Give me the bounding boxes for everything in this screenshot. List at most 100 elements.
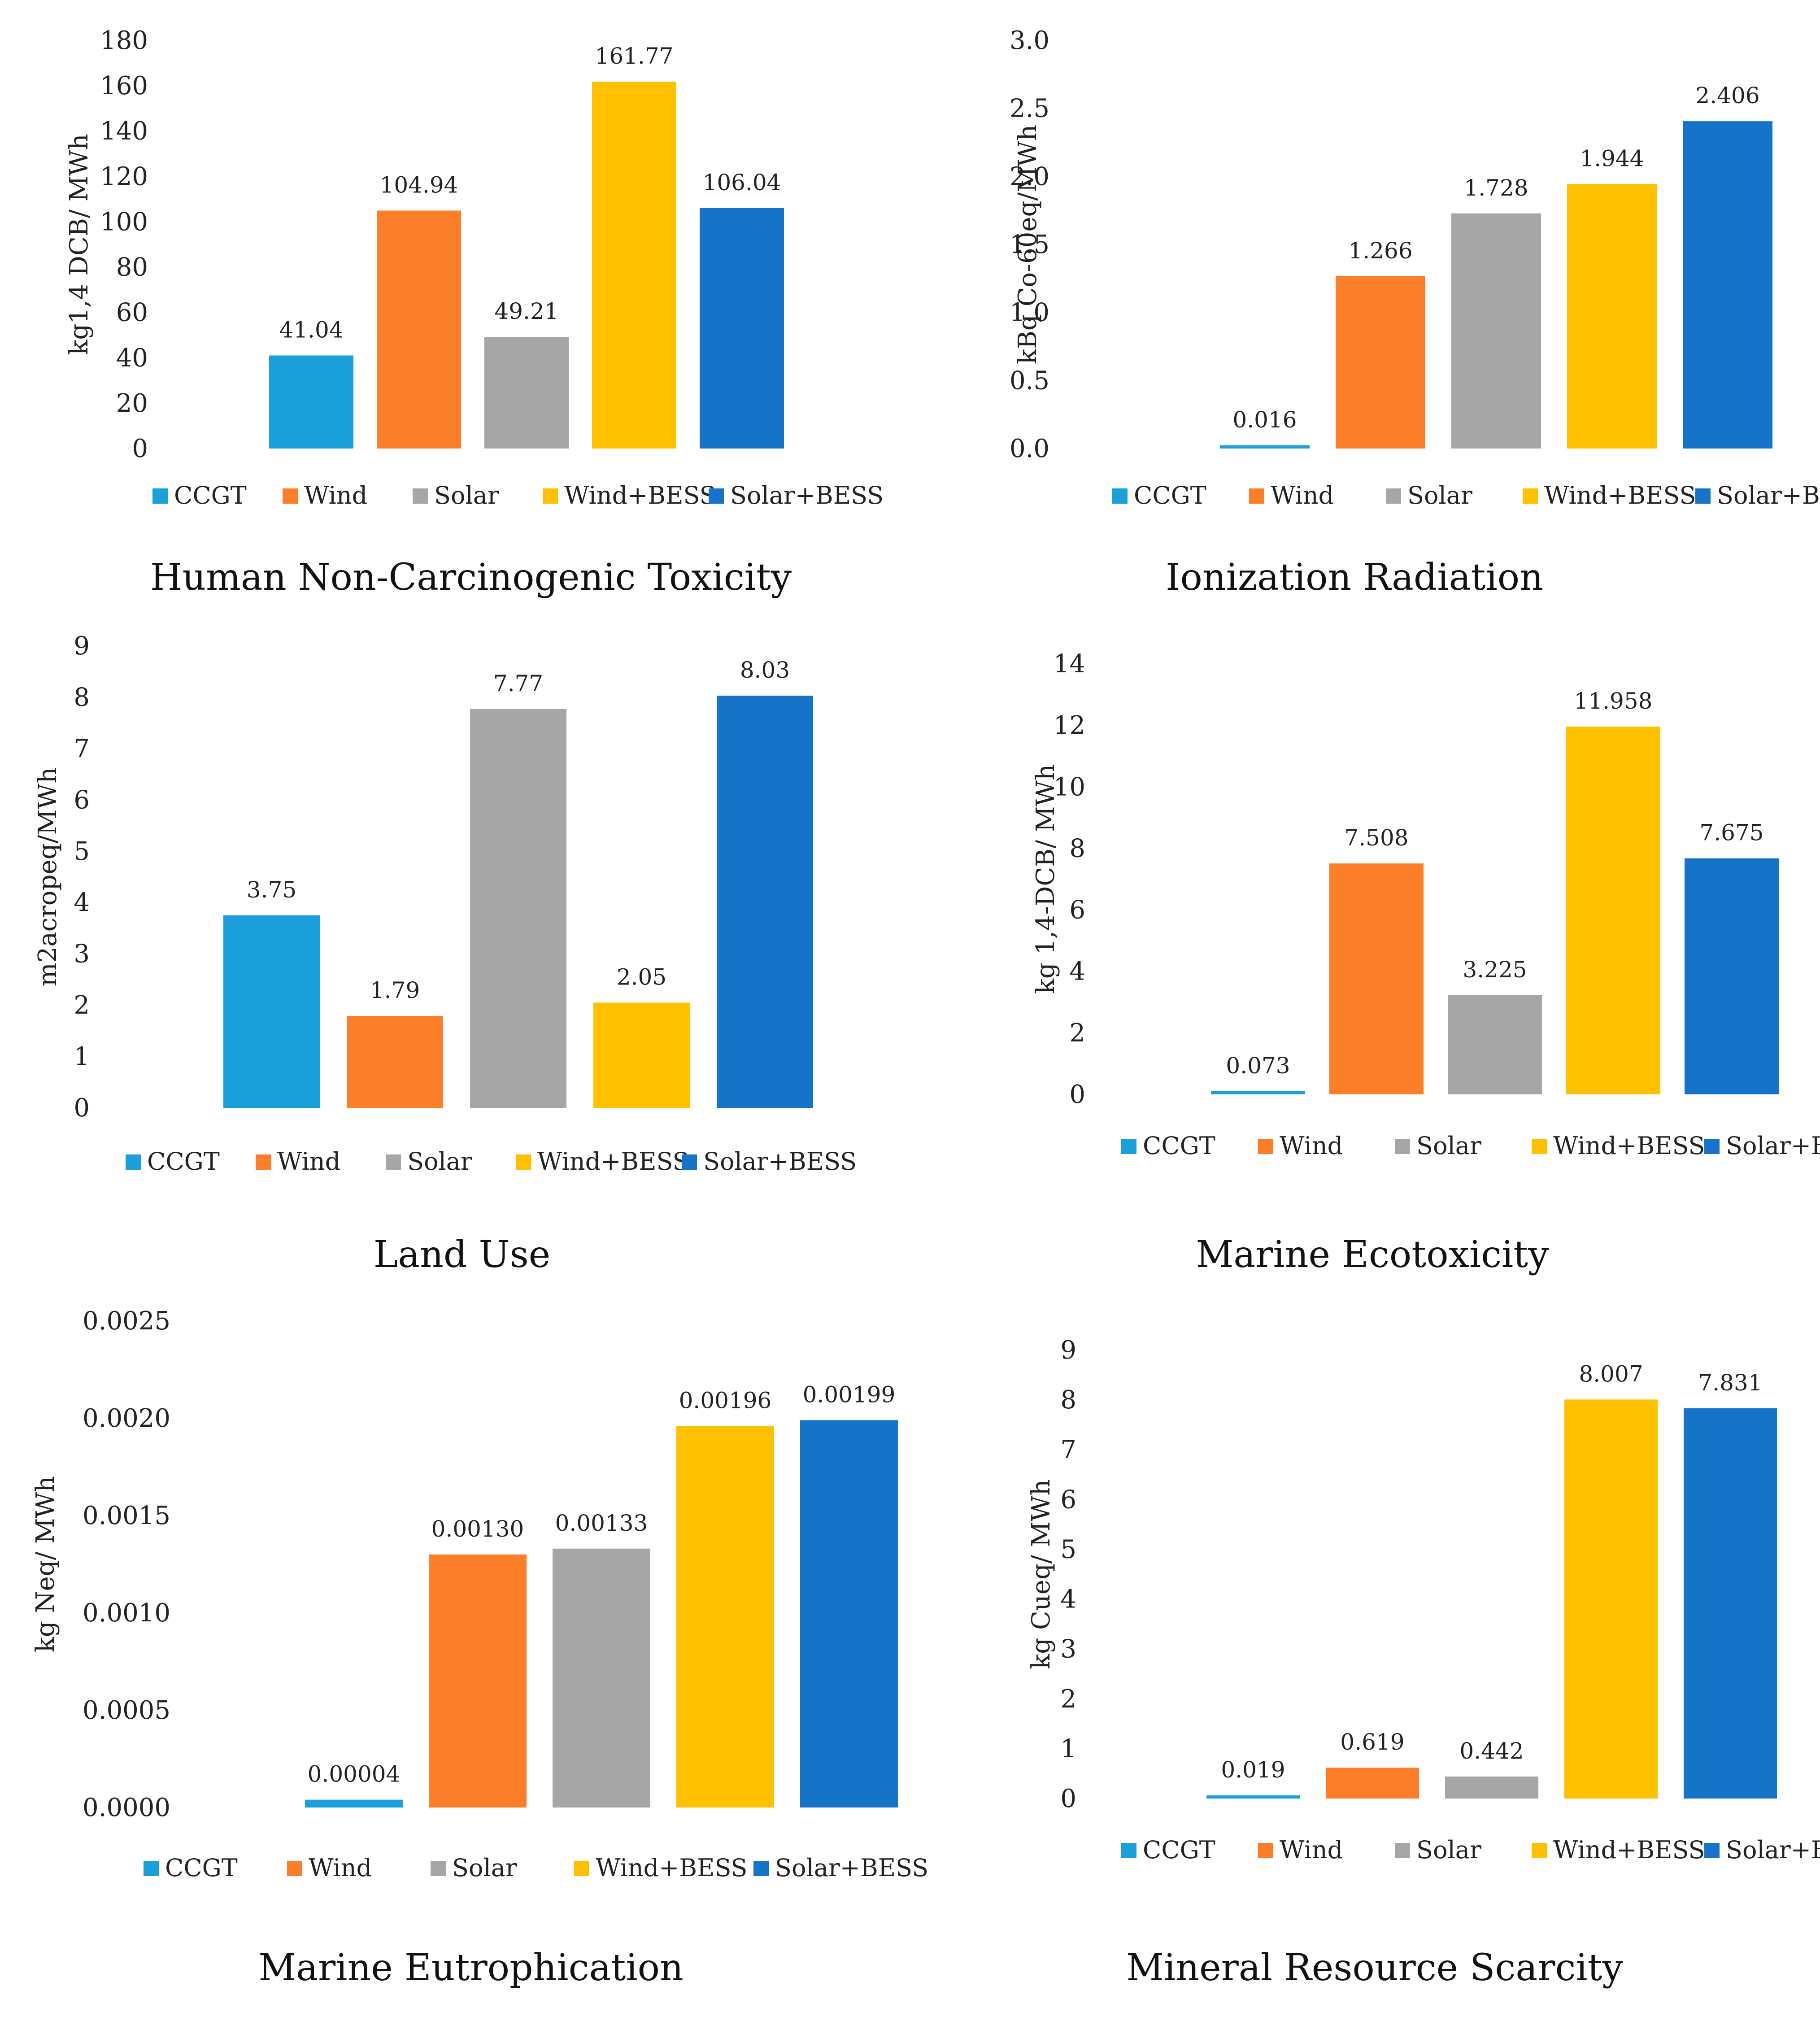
bar-wind [347, 1016, 443, 1108]
chart-svg: 0 20 40 60 80 100 120 140 160 180 kg1,4 DCB/ MWh 41… [65, 26, 884, 510]
legend-label-solar-bess: Solar+BESS [730, 481, 884, 510]
y-tick-label: 4 [74, 888, 90, 917]
legend-label-wind-bess: Wind+BESS [564, 481, 716, 510]
data-label-wind-bess: 11.958 [1574, 688, 1653, 714]
legend-label-wind-bess: Wind+BESS [1553, 1836, 1705, 1864]
y-tick-label: 9 [74, 632, 90, 661]
legend-label-ccgt: CCGT [1143, 1836, 1215, 1864]
y-tick-label: 2 [74, 991, 90, 1020]
legend-label-wind-bess: Wind+BESS [537, 1147, 689, 1176]
bar-wind [1326, 1768, 1419, 1799]
legend: CCGT Wind Solar Wind+BESS Solar+BESS [152, 481, 884, 510]
legend-label-wind: Wind [304, 481, 367, 510]
y-tick-label: 0.0015 [83, 1501, 170, 1530]
legend-label-wind-bess: Wind+BESS [596, 1854, 748, 1882]
bar-solar [1451, 213, 1541, 449]
legend-swatch-solar [431, 1861, 446, 1876]
chart-marine-eutrophication: 0.0000 0.0005 0.0010 0.0015 0.0020 0.0025 kg N… [13, 1301, 928, 2000]
legend-label-solar: Solar [407, 1147, 472, 1176]
legend-label-solar: Solar [1416, 1836, 1481, 1864]
bar-wind [377, 210, 461, 449]
data-label-wind: 0.619 [1340, 1729, 1404, 1755]
chart-mineral-resource-scarcity: 0 1 2 3 4 5 6 7 8 9 kg Cueq/ MWh 0.019 0.619 0.442 8.0… [937, 1332, 1820, 2000]
legend-swatch-solar-bess [753, 1861, 769, 1876]
legend-label-wind-bess: Wind+BESS [1544, 481, 1696, 510]
y-tick-label: 2.5 [1010, 94, 1049, 123]
bar-solar-bess [700, 208, 784, 449]
chart-title: Mineral Resource Scarcity [1126, 1947, 1623, 1989]
y-tick-label: 7 [74, 734, 90, 763]
legend-swatch-wind-bess [1532, 1139, 1547, 1154]
legend-swatch-solar-bess [1704, 1139, 1720, 1154]
data-label-ccgt: 0.073 [1226, 1053, 1290, 1079]
y-tick-label: 9 [1060, 1336, 1076, 1365]
legend-swatch-wind [1258, 1139, 1273, 1154]
data-label-wind: 0.00130 [431, 1516, 524, 1542]
bar-solar [470, 709, 566, 1108]
legend: CCGT Wind Solar Wind+BESS Solar+BESS [1121, 1836, 1820, 1864]
data-label-solar-bess: 106.04 [703, 170, 781, 196]
bar-solar-bess [1685, 858, 1779, 1094]
y-tick-label: 6 [1069, 896, 1085, 925]
y-tick-label: 0 [1069, 1080, 1085, 1109]
bar-solar [1448, 995, 1542, 1094]
y-tick-label: 8 [1060, 1385, 1076, 1415]
chart-svg: 0.0 0.5 1.0 1.5 2.0 2.5 3.0 kBq Co-60eq/MWh 0.01… [1010, 26, 1820, 510]
y-tick-label: 8 [74, 683, 90, 712]
legend-swatch-solar-bess [682, 1154, 697, 1170]
data-label-solar-bess: 7.675 [1699, 820, 1763, 846]
legend-label-wind: Wind [1280, 1132, 1343, 1160]
chart-marine-ecotoxicity: 0 2 4 6 8 10 12 14 kg 1,4-DCB/ MWh 0.073 7.508 3.22… [933, 646, 1820, 1283]
data-label-solar-bess: 8.03 [740, 657, 790, 683]
bar-ccgt [223, 915, 320, 1108]
bar-wind-bess [1566, 727, 1660, 1094]
bar-solar [1445, 1776, 1538, 1799]
legend: CCGT Wind Solar Wind+BESS Solar+BESS [126, 1147, 857, 1176]
legend-swatch-solar-bess [1695, 488, 1711, 504]
legend-swatch-wind [256, 1154, 271, 1170]
legend-label-wind-bess: Wind+BESS [1553, 1132, 1705, 1160]
bar-ccgt [305, 1799, 403, 1808]
data-label-solar: 1.728 [1464, 175, 1528, 201]
data-label-wind: 1.266 [1348, 238, 1412, 264]
y-tick-label: 0.0005 [83, 1696, 170, 1725]
bar-ccgt [1220, 445, 1310, 449]
data-label-solar: 7.77 [493, 671, 543, 697]
y-axis-label: kBq Co-60eq/MWh [1013, 125, 1042, 364]
y-tick-label: 0.0 [1010, 434, 1049, 463]
y-axis-label: m2acropeq/MWh [33, 767, 62, 987]
y-axis-label: kg1,4 DCB/ MWh [65, 134, 94, 355]
y-tick-label: 160 [100, 71, 148, 100]
legend-swatch-wind [1249, 488, 1264, 504]
legend-label-solar-bess: Solar+BESS [1726, 1132, 1820, 1160]
y-axis-label: kg 1,4-DCB/ MWh [1031, 764, 1060, 994]
y-axis-label: kg Cueq/ MWh [1027, 1479, 1056, 1669]
bar-wind [429, 1554, 527, 1808]
y-tick-label: 6 [1060, 1485, 1076, 1514]
legend-label-ccgt: CCGT [165, 1854, 238, 1882]
legend-swatch-solar [1395, 1139, 1410, 1154]
legend-swatch-wind-bess [1532, 1843, 1547, 1858]
legend-swatch-ccgt [1112, 488, 1128, 504]
data-label-ccgt: 0.019 [1221, 1757, 1285, 1783]
y-tick-label: 2.0 [1010, 162, 1049, 191]
legend-label-solar: Solar [434, 481, 499, 510]
legend-swatch-wind [1258, 1843, 1273, 1858]
y-tick-label: 4 [1069, 957, 1085, 986]
y-tick-label: 120 [100, 162, 148, 191]
legend-label-wind: Wind [1271, 481, 1334, 510]
data-label-wind-bess: 161.77 [595, 43, 674, 69]
chart-title: Marine Eutrophication [258, 1947, 684, 1989]
bar-solar-bess [717, 696, 813, 1108]
bar-ccgt [1211, 1091, 1305, 1094]
y-tick-label: 6 [74, 785, 90, 814]
y-tick-label: 0 [1060, 1784, 1076, 1813]
legend-label-ccgt: CCGT [1134, 481, 1206, 510]
data-label-wind: 7.508 [1344, 825, 1408, 851]
legend-label-solar: Solar [1416, 1132, 1481, 1160]
data-label-solar-bess: 7.831 [1698, 1370, 1762, 1396]
y-tick-label: 10 [1054, 772, 1085, 801]
legend: CCGT Wind Solar Wind+BESS Solar+BESS [1121, 1132, 1820, 1160]
legend: CCGT Wind Solar Wind+BESS Solar+BESS [1112, 481, 1820, 510]
legend-swatch-ccgt [144, 1861, 159, 1876]
